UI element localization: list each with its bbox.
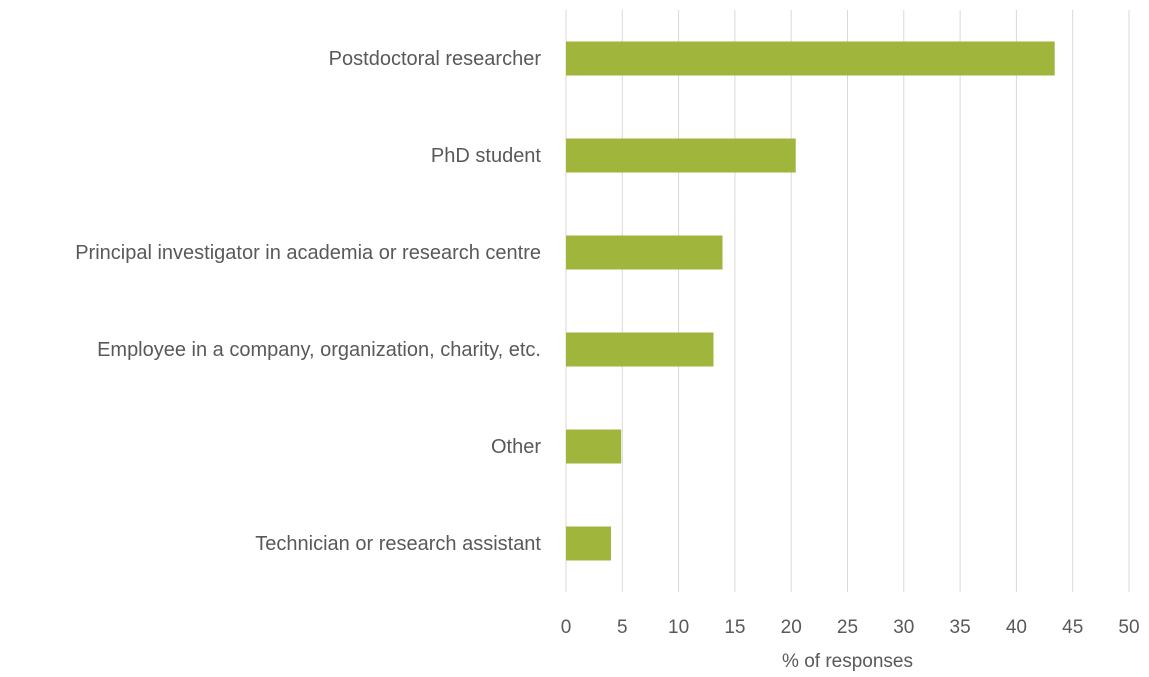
x-tick-label: 5 (617, 617, 628, 638)
x-axis-title: % of responses (782, 651, 913, 672)
y-tick-label: Principal investigator in academia or re… (75, 241, 541, 264)
x-tick-label: 20 (781, 617, 802, 638)
bar (566, 138, 796, 173)
bar (566, 41, 1055, 76)
x-tick-label: 40 (1006, 617, 1027, 638)
x-tick-label: 25 (837, 617, 858, 638)
category-label-box: Principal investigator in academia or re… (75, 204, 541, 301)
category-label-box: Technician or research assistant (255, 495, 541, 592)
category-label-box: PhD student (431, 107, 541, 204)
x-tick-label: 45 (1062, 617, 1083, 638)
x-tick-label: 35 (950, 617, 971, 638)
y-tick-label: Technician or research assistant (255, 532, 541, 555)
category-label-box: Employee in a company, organization, cha… (97, 301, 541, 398)
y-tick-label: Other (490, 435, 541, 458)
bar (566, 429, 622, 464)
category-label-box: Other (491, 398, 541, 495)
x-tick-label: 50 (1118, 617, 1139, 638)
bar (566, 235, 723, 270)
x-tick-label: 10 (668, 617, 689, 638)
x-tick-label: 30 (893, 617, 914, 638)
category-label-box: Postdoctoral researcher (329, 10, 541, 107)
x-tick-label: 15 (724, 617, 745, 638)
y-tick-label: PhD student (430, 144, 541, 167)
y-tick-label: Postdoctoral researcher (328, 47, 541, 70)
y-tick-label: Employee in a company, organization, cha… (97, 338, 541, 361)
bar (566, 526, 612, 561)
x-tick-label: 0 (561, 617, 572, 638)
bar (566, 332, 714, 367)
